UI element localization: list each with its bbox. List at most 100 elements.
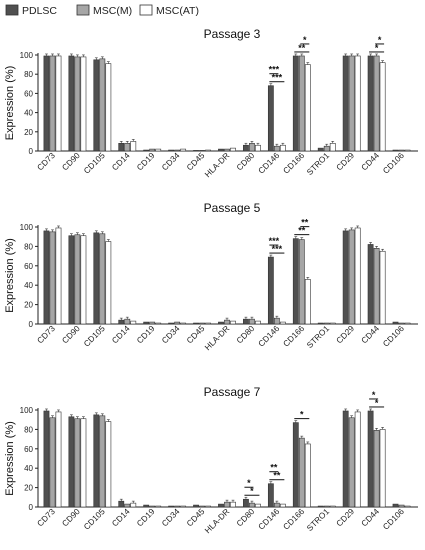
- bar-cd19-1: [149, 321, 156, 325]
- bar-cd19-0: [143, 321, 150, 325]
- x-tick-label: STRO1: [305, 150, 332, 177]
- y-tick-label: 40: [24, 109, 33, 118]
- bar-stro1-0: [317, 322, 324, 325]
- x-tick-label: CD166: [281, 323, 307, 349]
- x-tick-label: CD19: [135, 506, 157, 528]
- bar-hla-dr-2: [230, 501, 236, 508]
- y-tick-label: 80: [24, 425, 33, 434]
- bar-cd80-2: [255, 144, 261, 152]
- bar-cd34-2: [180, 322, 187, 325]
- bar-cd45-2: [205, 505, 211, 508]
- bar-hla-dr-1: [224, 148, 230, 152]
- significance-label: **: [270, 463, 278, 473]
- chart-title: Passage 7: [204, 385, 261, 399]
- y-tick-label: 0: [29, 147, 34, 156]
- bar-cd146-2: [279, 503, 286, 508]
- y-tick-label: 80: [24, 242, 33, 251]
- bar-cd166-2: [304, 279, 311, 325]
- bar-cd146-1: [273, 145, 280, 152]
- bar-cd44-0: [367, 410, 374, 508]
- y-tick-label: 40: [24, 281, 33, 290]
- x-tick-label: CD105: [81, 150, 107, 176]
- significance-label: *: [300, 409, 304, 419]
- bar-cd90-0: [68, 235, 75, 325]
- x-tick-label: CD80: [234, 323, 256, 345]
- x-tick-label: CD146: [256, 150, 282, 176]
- x-tick-label: CD14: [110, 323, 132, 345]
- x-tick-label: CD45: [184, 506, 206, 528]
- x-tick-label: CD73: [35, 506, 57, 528]
- bar-cd106-1: [398, 149, 405, 152]
- y-tick-label: 40: [24, 464, 33, 473]
- bar-hla-dr-0: [218, 503, 224, 508]
- bar-cd14-2: [130, 502, 137, 508]
- bar-cd19-0: [143, 149, 150, 152]
- bar-cd106-0: [392, 149, 399, 152]
- bar-cd105-1: [99, 233, 106, 325]
- bar-cd106-2: [404, 149, 411, 152]
- significance-label: ***: [272, 244, 283, 254]
- bar-cd34-0: [168, 149, 175, 152]
- bar-cd44-2: [379, 62, 386, 152]
- bar-cd106-1: [398, 322, 405, 325]
- bar-cd45-1: [199, 150, 205, 152]
- x-tick-label: HLA-DR: [203, 506, 232, 535]
- x-tick-label: CD106: [381, 506, 407, 532]
- bar-cd34-2: [180, 505, 187, 508]
- bar-cd166-1: [298, 239, 305, 325]
- bar-cd146-0: [267, 85, 274, 152]
- y-tick-label: 60: [24, 445, 33, 454]
- bar-hla-dr-0: [218, 321, 224, 325]
- significance-label: **: [298, 43, 306, 53]
- bar-cd34-1: [174, 505, 181, 508]
- bar-cd34-0: [168, 505, 175, 508]
- bar-cd166-0: [292, 238, 299, 325]
- significance-label: *: [372, 390, 376, 400]
- bar-cd73-2: [55, 55, 62, 152]
- bar-cd45-0: [193, 150, 199, 152]
- y-axis-label: Expression (%): [4, 66, 16, 141]
- x-tick-label: HLA-DR: [203, 150, 232, 179]
- x-tick-label: CD34: [159, 150, 181, 172]
- x-tick-label: CD105: [81, 323, 107, 349]
- significance-label: **: [273, 471, 281, 481]
- x-tick-label: CD73: [35, 150, 57, 172]
- bar-cd34-1: [174, 321, 181, 325]
- x-tick-label: CD29: [334, 323, 356, 345]
- bar-cd45-0: [193, 322, 199, 325]
- bar-cd106-0: [392, 503, 399, 508]
- bar-cd90-2: [80, 56, 87, 152]
- y-tick-label: 20: [24, 301, 33, 310]
- bar-cd80-0: [243, 318, 249, 325]
- bar-cd146-0: [267, 483, 274, 508]
- bar-cd29-1: [348, 417, 355, 508]
- legend-swatch-2: [139, 4, 153, 16]
- bar-cd80-1: [249, 318, 255, 325]
- bar-cd14-0: [118, 319, 125, 325]
- bar-cd73-2: [55, 227, 62, 325]
- bar-cd73-1: [49, 55, 56, 152]
- legend-label-1: MSC(M): [93, 5, 132, 17]
- y-tick-label: 0: [29, 503, 34, 512]
- bar-cd44-0: [367, 244, 374, 325]
- bar-cd44-0: [367, 55, 374, 152]
- x-tick-label: CD29: [334, 150, 356, 172]
- bar-stro1-1: [323, 145, 330, 152]
- x-tick-label: CD106: [381, 323, 407, 349]
- bar-cd90-2: [80, 418, 87, 508]
- bar-stro1-0: [317, 505, 324, 508]
- bar-cd19-1: [149, 148, 156, 152]
- significance-label: *: [375, 398, 379, 408]
- x-tick-label: STRO1: [305, 506, 332, 533]
- y-tick-label: 60: [24, 89, 33, 98]
- bar-cd29-2: [354, 411, 361, 508]
- x-tick-label: CD14: [110, 150, 132, 172]
- bar-cd44-1: [373, 430, 380, 508]
- bar-cd29-2: [354, 55, 361, 152]
- significance-label: *: [250, 486, 254, 496]
- y-tick-label: 20: [24, 128, 33, 137]
- bar-cd45-2: [205, 322, 211, 325]
- bar-cd146-2: [279, 144, 286, 152]
